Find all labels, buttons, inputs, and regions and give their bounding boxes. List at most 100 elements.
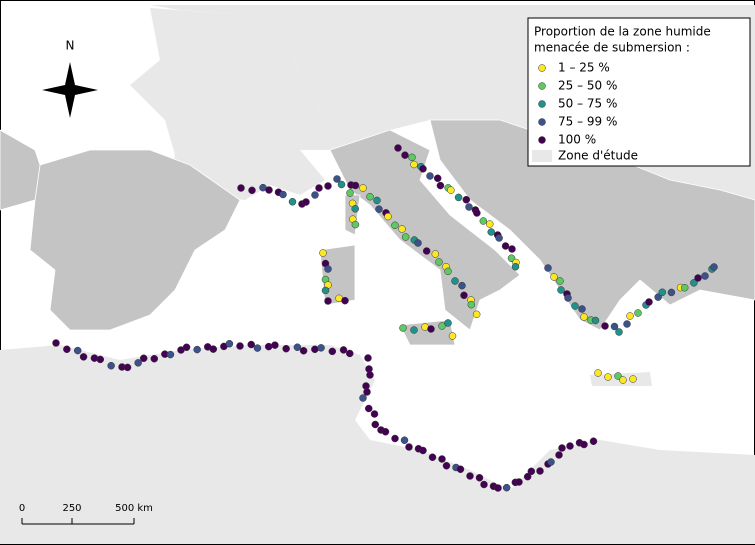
wetland-dot <box>321 286 330 295</box>
wetland-dot <box>710 263 718 271</box>
legend-label: 75 – 99 % <box>558 115 617 129</box>
wetland-dot <box>460 291 468 300</box>
wetland-dot <box>282 344 290 353</box>
legend-title: menacée de submersion : <box>534 41 690 55</box>
wetland-dot <box>438 322 446 330</box>
wetland-dot <box>511 263 520 271</box>
wetland-dot <box>680 283 689 292</box>
wetland-dot <box>52 339 60 347</box>
country <box>329 129 521 331</box>
wetland-dot <box>494 484 502 492</box>
wetland-dot <box>433 174 442 183</box>
wetland-dot <box>451 277 459 285</box>
wetland-dot <box>370 410 379 418</box>
north-arrow: N <box>42 39 98 118</box>
wetland-dot <box>96 355 105 364</box>
wetland-dot <box>401 151 409 159</box>
wetland-dot <box>465 203 473 211</box>
wetland-dot <box>366 192 374 201</box>
wetland-dot <box>571 302 579 310</box>
wetland-dot <box>566 442 574 450</box>
wetland-dot <box>351 181 360 190</box>
wetland-dot <box>381 428 390 436</box>
wetland-dot <box>107 361 115 370</box>
wetland-dot <box>364 354 372 362</box>
compass-star <box>42 62 98 118</box>
legend: Proportion de la zone humide menacée de … <box>527 17 751 167</box>
wetland-dot <box>419 165 427 173</box>
wetland-dot <box>384 212 392 221</box>
legend-dot <box>538 64 546 72</box>
wetland-dot <box>427 325 435 333</box>
legend-box <box>527 17 751 167</box>
wetland-dot <box>311 345 319 354</box>
wetland-dot <box>629 375 637 383</box>
study-zone-land <box>0 345 755 544</box>
wetland-dot <box>550 273 558 281</box>
wetland-dot <box>694 274 702 282</box>
wetland-dot <box>311 191 319 199</box>
wetland-dot <box>209 345 218 353</box>
wetland-dot <box>454 193 463 202</box>
wetland-dot <box>405 443 413 451</box>
wetland-dot <box>580 440 588 449</box>
wetland-dot <box>366 371 374 379</box>
wetland-dot <box>615 328 623 336</box>
wetland-dot <box>466 472 474 480</box>
wetland-dot <box>623 320 631 328</box>
legend-label: 100 % <box>558 133 596 147</box>
wetland-dot <box>438 455 446 463</box>
wetland-dot <box>73 346 82 355</box>
wetland-dot <box>536 467 544 475</box>
legend-label: 25 – 50 % <box>558 79 617 93</box>
north-label: N <box>66 39 75 53</box>
wetland-dot <box>333 175 341 183</box>
wetland-dot <box>139 354 148 363</box>
wetland-dot <box>601 322 609 330</box>
wetland-dot <box>236 342 244 350</box>
wetland-dot <box>351 220 360 229</box>
wetland-dot <box>391 434 399 443</box>
wetland-dot <box>193 345 201 354</box>
wetland-dot <box>422 247 431 255</box>
wetland-dot <box>359 394 367 402</box>
country <box>0 129 41 211</box>
wetland-dot <box>626 312 634 320</box>
wetland-dot <box>134 359 142 367</box>
study-zone-land <box>130 8 325 200</box>
wetland-dot <box>487 228 495 236</box>
wetland-dot <box>515 478 523 486</box>
wetland-dot <box>324 297 332 305</box>
wetland-dot <box>619 376 627 384</box>
wetland-dot <box>447 186 455 194</box>
wetland-dot <box>475 474 484 482</box>
wetland-dot <box>394 144 402 152</box>
wetland-dot <box>419 446 427 455</box>
wetland-dot <box>614 372 622 380</box>
wetland-dot <box>248 186 256 195</box>
legend-dot <box>538 82 546 90</box>
wetland-dot <box>399 324 407 332</box>
legend-dot <box>538 136 546 144</box>
wetland-dot <box>556 277 564 285</box>
wetland-dot <box>401 233 410 241</box>
scale-bar: 0 250 500 km <box>19 503 153 525</box>
wetland-dot <box>610 322 619 331</box>
legend-swatch <box>532 150 552 162</box>
legend-label: 50 – 75 % <box>558 97 617 111</box>
wetland-dot <box>346 189 354 197</box>
wetland-dot <box>414 239 422 247</box>
wetland-dot <box>444 267 452 276</box>
wetland-dot <box>547 458 555 466</box>
wetland-dot <box>444 319 452 327</box>
wetland-dot <box>544 264 552 272</box>
wetland-dot <box>448 332 457 340</box>
wetland-dot <box>580 313 588 321</box>
wetland-dot <box>264 342 273 351</box>
wetland-dot <box>371 420 379 429</box>
wetland-dot <box>501 242 510 250</box>
wetland-dot <box>564 294 572 302</box>
wetland-dot <box>502 483 511 492</box>
wetland-dot <box>462 195 471 204</box>
legend-label: Zone d'étude <box>558 149 638 163</box>
